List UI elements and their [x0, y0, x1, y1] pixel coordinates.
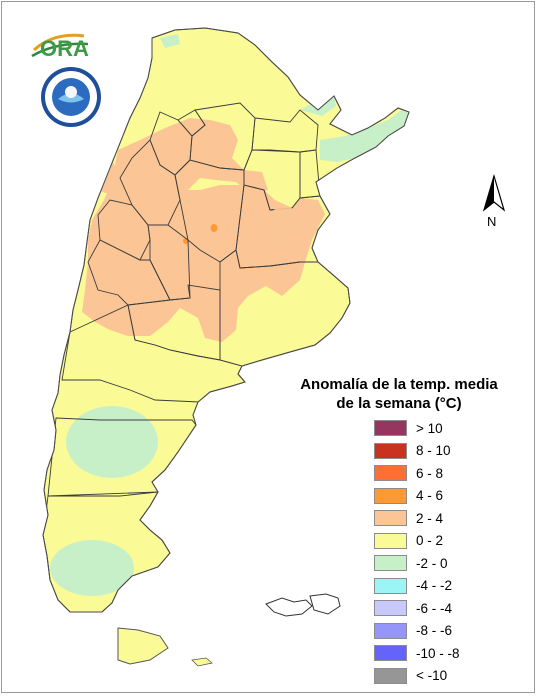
santiago-2-4-patch	[266, 206, 302, 250]
legend-label: 6 - 8	[416, 465, 444, 481]
central-2-4-zone	[82, 118, 325, 342]
legend-item: < -10	[374, 665, 460, 688]
legend-label: -2 - 0	[416, 555, 448, 571]
legend-swatch	[374, 510, 407, 527]
legend-label: -4 - -2	[416, 578, 453, 594]
legend-label: 0 - 2	[416, 533, 444, 549]
legend-title-line1: Anomalía de la temp. media	[300, 376, 498, 393]
legend-item: 0 - 2	[374, 530, 460, 553]
svg-text:ORA: ORA	[40, 36, 89, 61]
legend-item: -8 - -6	[374, 620, 460, 643]
north-arrow-icon	[482, 173, 506, 212]
legend-item: -6 - -4	[374, 597, 460, 620]
north-cool-spot	[160, 34, 180, 48]
legend-swatch	[374, 622, 407, 639]
legend-item: > 10	[374, 417, 460, 440]
legend-swatch	[374, 555, 407, 572]
legend-swatch	[374, 667, 407, 684]
legend-label: 4 - 6	[416, 488, 444, 504]
san-juan-2-4-patch	[96, 157, 116, 193]
santa-cruz-cool-zone	[50, 540, 134, 596]
legend-label: 2 - 4	[416, 510, 444, 526]
north-label: N	[487, 214, 497, 229]
ora-logo: ORA	[31, 33, 89, 61]
chubut-cool-zone	[66, 406, 158, 478]
coast-cool-zone	[126, 577, 154, 593]
legend-item: -4 - -2	[374, 575, 460, 598]
legend-title: Anomalía de la temp. media de la semana …	[286, 375, 512, 413]
cordoba-4-6-spot	[210, 224, 218, 232]
misiones-cool-zone	[320, 110, 409, 162]
legend-item: -10 - -8	[374, 642, 460, 665]
legend-swatch	[374, 645, 407, 662]
legend-label: < -10	[416, 668, 448, 684]
legend-label: > 10	[416, 420, 443, 436]
legend-item: 8 - 10	[374, 440, 460, 463]
legend-label: -6 - -4	[416, 600, 453, 616]
legend-swatch	[374, 465, 407, 482]
malvinas-islands	[265, 593, 341, 617]
legend-label: -8 - -6	[416, 623, 453, 639]
legend-item: 2 - 4	[374, 507, 460, 530]
legend-swatch	[374, 600, 407, 617]
legend-item: -2 - 0	[374, 552, 460, 575]
legend-swatch	[374, 487, 407, 504]
legend-label: 8 - 10	[416, 443, 451, 459]
legend-label: -10 - -8	[416, 645, 460, 661]
legend-item: 6 - 8	[374, 462, 460, 485]
northwest-2-4-patch	[138, 132, 198, 168]
legend-title-line2: de la semana (°C)	[336, 395, 462, 412]
legend-item: 4 - 6	[374, 485, 460, 508]
smn-seal-logo	[41, 67, 101, 127]
legend-swatch	[374, 442, 407, 459]
tierra-del-fuego-island	[191, 657, 213, 667]
legend-swatch	[374, 532, 407, 549]
legend-list: > 10 8 - 10 6 - 8 4 - 6 2 - 4 0 - 2 -2 - 0 -4 -…	[374, 417, 460, 687]
legend-swatch	[374, 420, 407, 437]
tierra-del-fuego	[117, 627, 169, 665]
legend-swatch	[374, 577, 407, 594]
